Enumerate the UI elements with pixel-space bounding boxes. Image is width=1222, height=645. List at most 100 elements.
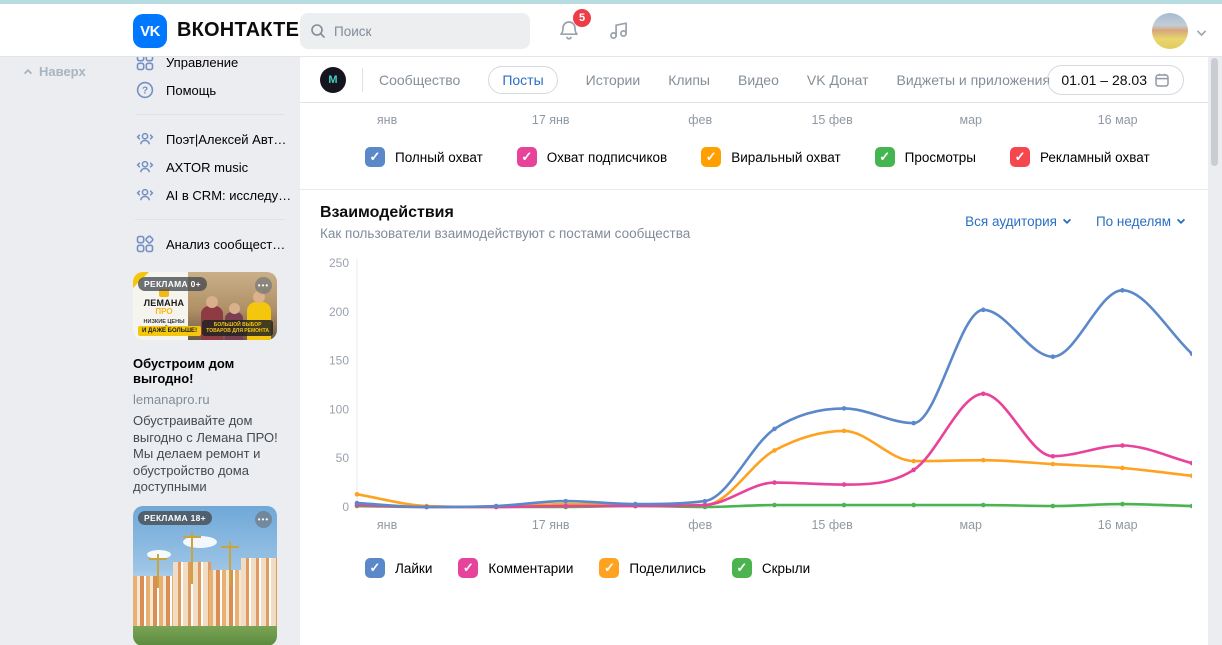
building	[241, 557, 277, 628]
legend-label: Скрыли	[761, 560, 811, 576]
section-controls: Вся аудитория По неделям	[965, 214, 1186, 229]
legend-item-comments[interactable]: ✓ Комментарии	[458, 558, 573, 578]
page-scrollbar[interactable]	[1211, 58, 1218, 166]
legend-item-ad-reach[interactable]: ✓ Рекламный охват	[1010, 147, 1150, 167]
sidebar-item-community-analysis[interactable]: Анализ сообщест…	[120, 230, 300, 258]
users-icon	[136, 160, 154, 173]
vk-logo[interactable]: VK	[133, 14, 167, 48]
date-range-picker[interactable]: 01.01 – 28.03	[1047, 65, 1184, 95]
legend-label: Виральный охват	[731, 149, 841, 165]
reach-chart-legend: ✓ Полный охват ✓ Охват подписчиков ✓ Вир…	[300, 147, 1150, 167]
sidebar-item-label: Управление	[166, 54, 239, 70]
music-icon[interactable]	[606, 18, 632, 44]
legend-item-views[interactable]: ✓ Просмотры	[874, 147, 976, 167]
top-bar: VK ВКОНТАКТЕ 5	[0, 4, 1222, 57]
chevron-up-icon	[23, 68, 33, 78]
legend-item-shares[interactable]: ✓ Поделились	[599, 558, 706, 578]
brand-wordmark[interactable]: ВКОНТАКТЕ	[177, 19, 300, 41]
community-avatar[interactable]: M	[320, 66, 346, 93]
svg-text:200: 200	[329, 305, 349, 319]
calendar-icon	[1154, 72, 1170, 88]
ad-brand-sub: ПРО	[155, 307, 173, 316]
chevron-down-icon[interactable]	[1196, 26, 1207, 37]
checkbox-checked-icon[interactable]: ✓	[365, 558, 385, 578]
section-title: Взаимодействия	[320, 204, 454, 221]
date-range-value: 01.01 – 28.03	[1061, 72, 1147, 88]
tab-stories[interactable]: Истории	[585, 71, 641, 88]
checkbox-checked-icon[interactable]: ✓	[874, 147, 895, 167]
crane	[183, 531, 201, 584]
legend-item-subscribers-reach[interactable]: ✓ Охват подписчиков	[516, 147, 667, 167]
ad-image-construction[interactable]: РЕКЛАМА 18+ •••	[133, 505, 277, 645]
legend-item-likes[interactable]: ✓ Лайки	[365, 558, 432, 578]
checkbox-checked-icon[interactable]: ✓	[701, 147, 722, 167]
sidebar-item-label: AI в CRM: исследу…	[166, 187, 292, 203]
axis-tick-label: янв	[376, 113, 398, 127]
audience-filter-dropdown[interactable]: Вся аудитория	[965, 214, 1072, 229]
ad-title[interactable]: Обустроим дом выгодно!	[133, 356, 235, 386]
section-subtitle: Как пользователи взаимодействуют с поста…	[320, 226, 691, 241]
grid-icon	[136, 53, 154, 71]
checkbox-checked-icon[interactable]: ✓	[516, 147, 537, 167]
legend-item-full-reach[interactable]: ✓ Полный охват	[365, 147, 483, 167]
sidebar-item-label: Анализ сообщест…	[166, 236, 286, 252]
divider	[362, 67, 363, 92]
sidebar-item-management[interactable]: Управление	[120, 48, 300, 76]
user-avatar[interactable]	[1152, 13, 1188, 49]
svg-text:250: 250	[329, 256, 349, 270]
crane	[221, 541, 239, 586]
search-input[interactable]	[334, 23, 514, 39]
back-to-top-button[interactable]: Наверх	[23, 64, 86, 79]
legend-label: Рекламный охват	[1040, 149, 1150, 165]
notifications-bell-icon[interactable]	[557, 18, 583, 44]
sidebar-item-community-2[interactable]: AXTOR music	[120, 153, 300, 181]
legend-item-viral-reach[interactable]: ✓ Виральный охват	[701, 147, 841, 167]
back-to-top-label: Наверх	[39, 64, 86, 79]
chevron-down-icon	[1062, 215, 1072, 225]
legend-item-hides[interactable]: ✓ Скрыли	[731, 558, 811, 578]
ads-block: РЕКЛАМА 0+ ••• ЛЕМАНА ПРО НИЗКИЕ ЦЕНЫКАЖ…	[133, 272, 285, 645]
ad-menu-button[interactable]: •••	[255, 277, 272, 294]
users-icon	[136, 188, 154, 201]
top-accent-strip	[0, 0, 1222, 4]
svg-text:17 янв: 17 янв	[532, 518, 570, 532]
svg-text:16 мар: 16 мар	[1098, 518, 1138, 532]
sidebar-item-community-3[interactable]: AI в CRM: исследу…	[120, 181, 300, 209]
ad-menu-button[interactable]: •••	[255, 510, 272, 528]
svg-text:100: 100	[329, 402, 349, 416]
checkbox-checked-icon[interactable]: ✓	[458, 558, 479, 578]
tab-clips[interactable]: Клипы	[668, 71, 710, 88]
tab-video[interactable]: Видео	[737, 71, 779, 88]
checkbox-checked-icon[interactable]: ✓	[731, 558, 752, 578]
sidebar-divider	[135, 219, 285, 220]
ad-age-badge: РЕКЛАМА 18+	[138, 510, 212, 525]
reach-chart-x-axis: янв 17 янв фев 15 фев мар 16 мар	[320, 113, 1192, 129]
svg-text:мар: мар	[959, 518, 982, 532]
checkbox-checked-icon[interactable]: ✓	[599, 558, 620, 578]
ad-domain-link[interactable]: lemanapro.ru	[133, 392, 210, 407]
tab-posts[interactable]: Посты	[488, 65, 558, 94]
chevron-down-icon	[1176, 215, 1186, 225]
tab-vk-donat[interactable]: VK Донат	[806, 71, 869, 88]
sidebar-item-help[interactable]: ? Помощь	[120, 76, 300, 104]
svg-text:фев: фев	[688, 518, 712, 532]
tab-community[interactable]: Сообщество	[379, 71, 461, 88]
checkbox-checked-icon[interactable]: ✓	[1010, 147, 1031, 167]
axis-tick-label: 17 янв	[531, 113, 570, 127]
tab-widgets[interactable]: Виджеты и приложения	[896, 71, 1051, 88]
users-icon	[136, 132, 154, 145]
interactions-line-chart[interactable]: 0 50 100 150 200 250 янв 17 янв фев 15 фев мар 16 м…	[320, 251, 1195, 543]
sidebar-item-community-1[interactable]: Поэт|Алексей Авт…	[120, 125, 300, 153]
search-icon	[310, 23, 326, 39]
question-icon: ?	[136, 81, 154, 99]
apps-icon	[136, 235, 154, 253]
svg-text:0: 0	[342, 500, 349, 514]
legend-label: Поделились	[629, 560, 706, 576]
period-filter-dropdown[interactable]: По неделям	[1096, 214, 1186, 229]
axis-tick-label: 15 фев	[811, 113, 853, 127]
checkbox-checked-icon[interactable]: ✓	[365, 147, 385, 167]
ad-image-lemana[interactable]: РЕКЛАМА 0+ ••• ЛЕМАНА ПРО НИЗКИЕ ЦЕНЫКАЖ…	[133, 272, 277, 340]
axis-tick-label: мар	[959, 113, 982, 127]
ad-description: Обустраивайте дом выгодно с Лемана ПРО! …	[133, 413, 278, 494]
search-box[interactable]	[300, 13, 530, 49]
